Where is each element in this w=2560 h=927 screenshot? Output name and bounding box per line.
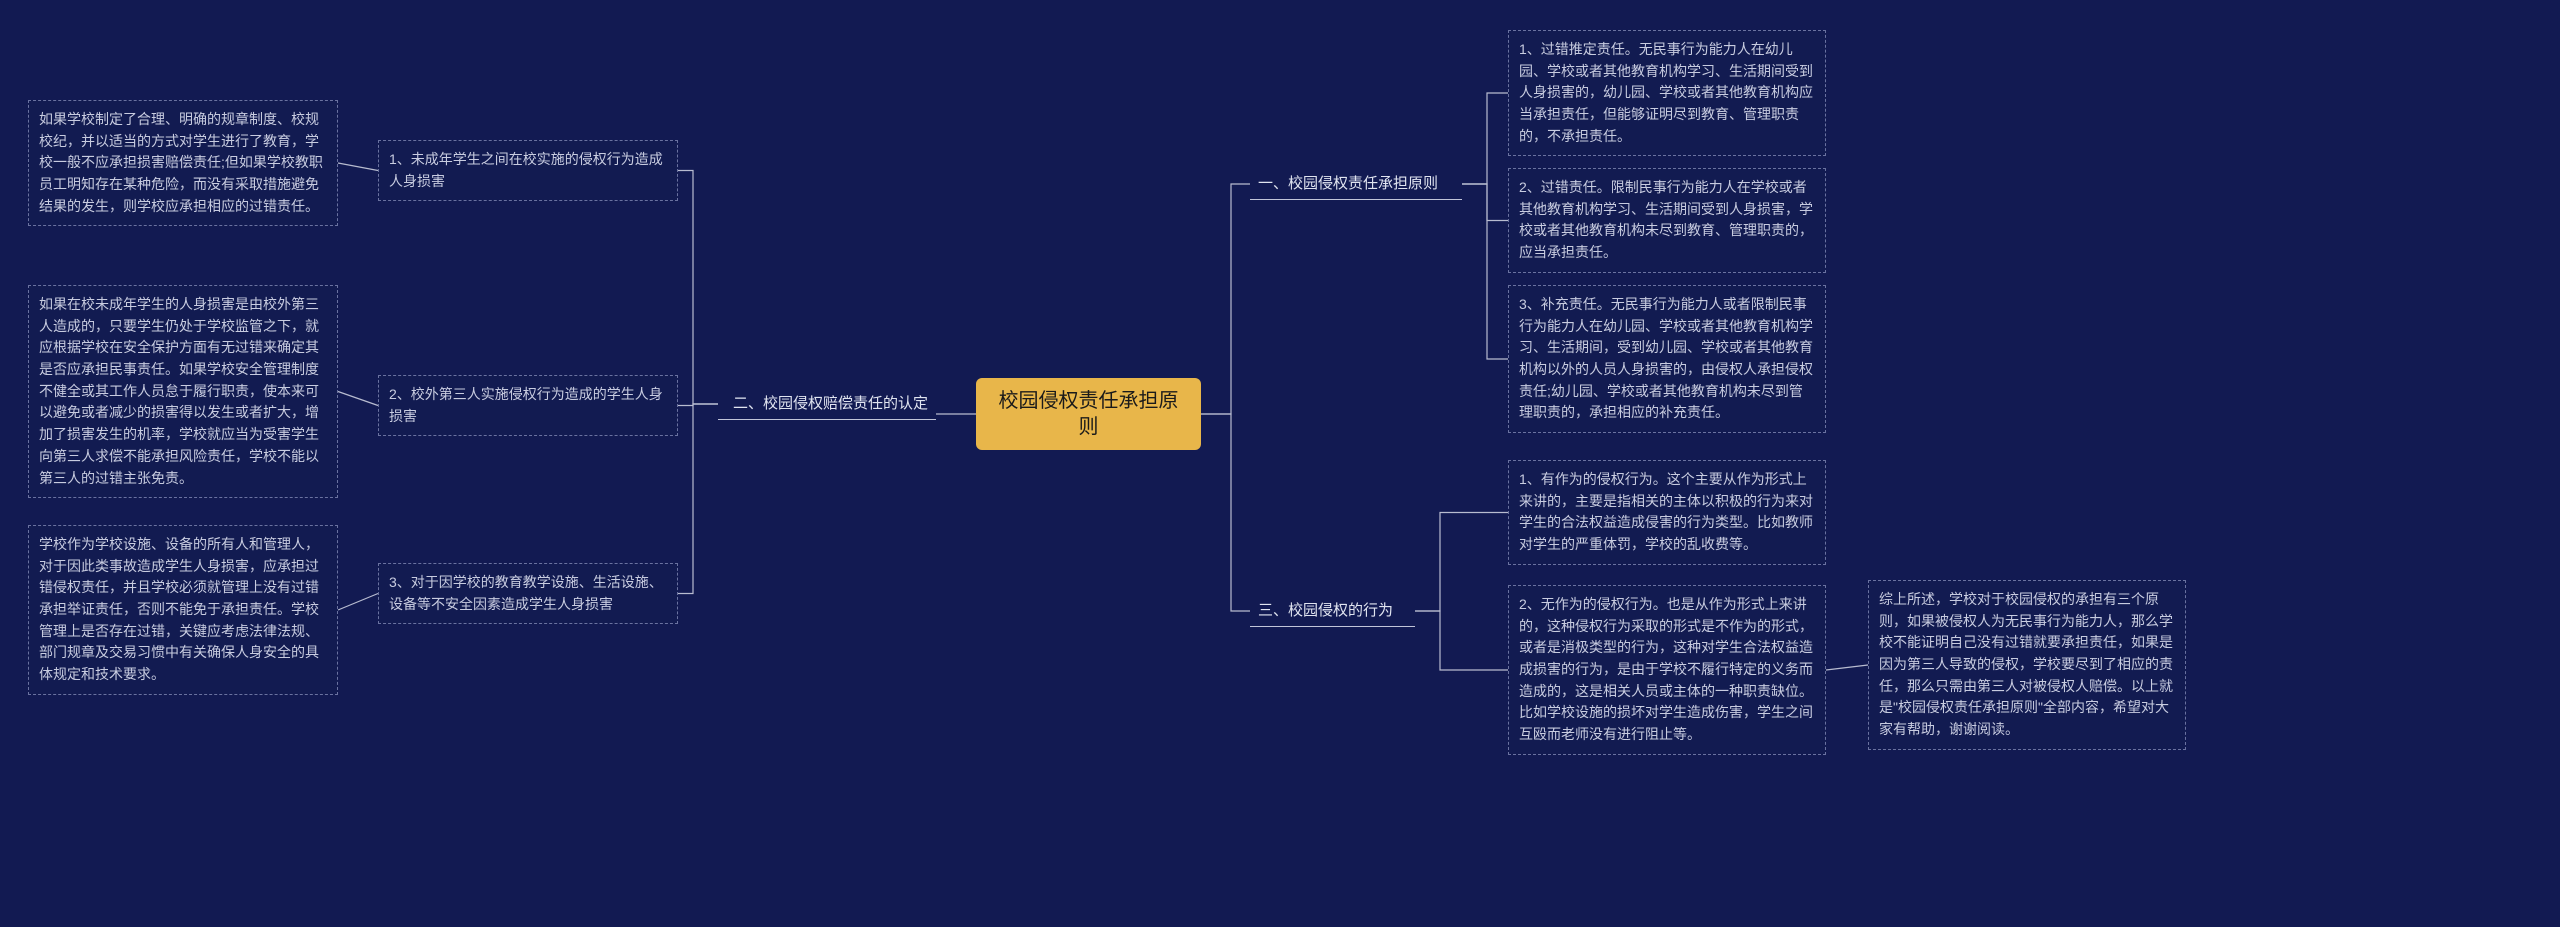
- right-branch-2: 三、校园侵权的行为: [1250, 595, 1415, 627]
- left-leaf-2: 如果在校未成年学生的人身损害是由校外第三人造成的，只要学生仍处于学校监管之下，就…: [28, 285, 338, 498]
- right-b2-item-2: 2、无作为的侵权行为。也是从作为形式上来讲的，这种侵权行为采取的形式是不作为的形…: [1508, 585, 1826, 755]
- right-b1-item-1: 1、过错推定责任。无民事行为能力人在幼儿园、学校或者其他教育机构学习、生活期间受…: [1508, 30, 1826, 156]
- right-b1-item-2: 2、过错责任。限制民事行为能力人在学校或者其他教育机构学习、生活期间受到人身损害…: [1508, 168, 1826, 273]
- right-b2-item-1: 1、有作为的侵权行为。这个主要从作为形式上来讲的，主要是指相关的主体以积极的行为…: [1508, 460, 1826, 565]
- right-branch-1: 一、校园侵权责任承担原则: [1250, 168, 1462, 200]
- left-mid-2: 2、校外第三人实施侵权行为造成的学生人身损害: [378, 375, 678, 436]
- right-b2-extra: 综上所述，学校对于校园侵权的承担有三个原则，如果被侵权人为无民事行为能力人，那么…: [1868, 580, 2186, 750]
- left-leaf-3: 学校作为学校设施、设备的所有人和管理人，对于因此类事故造成学生人身损害，应承担过…: [28, 525, 338, 695]
- root-node: 校园侵权责任承担原则: [976, 378, 1201, 450]
- left-mid-1: 1、未成年学生之间在校实施的侵权行为造成人身损害: [378, 140, 678, 201]
- left-branch-label: 二、校园侵权赔偿责任的认定: [718, 388, 936, 420]
- left-mid-3: 3、对于因学校的教育教学设施、生活设施、设备等不安全因素造成学生人身损害: [378, 563, 678, 624]
- left-leaf-1: 如果学校制定了合理、明确的规章制度、校规校纪，并以适当的方式对学生进行了教育，学…: [28, 100, 338, 226]
- right-b1-item-3: 3、补充责任。无民事行为能力人或者限制民事行为能力人在幼儿园、学校或者其他教育机…: [1508, 285, 1826, 433]
